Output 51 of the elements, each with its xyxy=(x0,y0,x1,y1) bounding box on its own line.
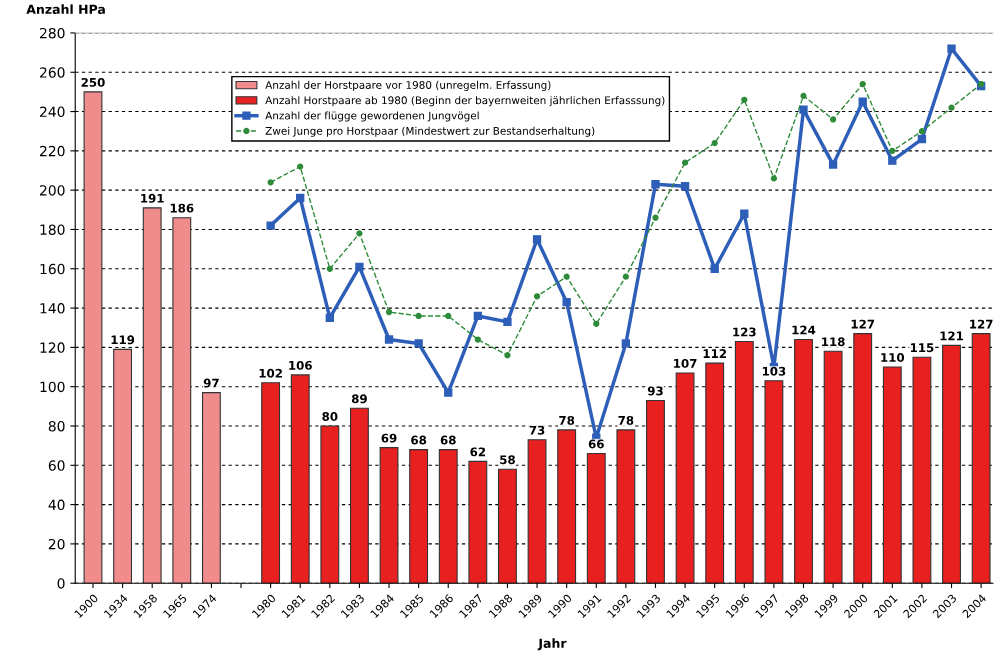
data-label: 66 xyxy=(588,439,604,449)
data-label: 103 xyxy=(762,366,786,376)
data-label: 107 xyxy=(674,358,697,368)
y-tick-label: 80 xyxy=(48,420,65,432)
data-label: 69 xyxy=(381,433,397,443)
legend-label: Anzahl Horstpaare ab 1980 (Beginn der bayernweiten jährlichen Erfasssung) xyxy=(265,96,665,107)
data-label: 102 xyxy=(259,368,282,378)
y-tick-label: 100 xyxy=(40,381,65,393)
y-tick-label: 180 xyxy=(40,224,65,235)
y-tick-label: 280 xyxy=(40,27,65,39)
y-tick-label: 220 xyxy=(40,145,65,157)
data-label: 127 xyxy=(851,319,875,329)
y-tick-label: 200 xyxy=(40,185,65,196)
y-axis-title: Anzahl HPa xyxy=(26,4,105,15)
y-tick-label: 260 xyxy=(40,67,65,78)
data-label: 191 xyxy=(141,193,164,203)
y-tick-label: 40 xyxy=(48,499,65,511)
data-label: 250 xyxy=(81,77,105,87)
y-tick-label: 20 xyxy=(48,538,65,550)
data-label: 118 xyxy=(822,337,845,347)
data-label: 97 xyxy=(203,378,219,388)
legend-label: Anzahl der Horstpaare vor 1980 (unregelm. Erfassung) xyxy=(265,80,551,91)
data-label: 93 xyxy=(647,386,663,396)
data-label: 121 xyxy=(940,331,964,341)
y-tick-label: 240 xyxy=(40,106,65,118)
data-label: 73 xyxy=(529,425,545,435)
legend-label: Anzahl der flügge gewordenen Jungvögel xyxy=(265,111,479,122)
data-label: 68 xyxy=(440,435,456,445)
data-label: 80 xyxy=(322,412,338,421)
data-label: 58 xyxy=(500,455,515,465)
data-label: 119 xyxy=(111,335,135,345)
data-label: 127 xyxy=(970,319,993,329)
y-tick-label: 120 xyxy=(40,342,65,353)
x-axis-title: Jahr xyxy=(537,638,567,651)
y-tick-label: 60 xyxy=(48,460,65,471)
y-tick-label: 0 xyxy=(57,578,65,589)
data-label: 106 xyxy=(289,360,312,370)
data-label: 115 xyxy=(910,343,934,353)
data-label: 68 xyxy=(411,435,427,445)
data-label: 186 xyxy=(170,203,194,213)
data-label: 89 xyxy=(351,394,367,404)
data-label: 78 xyxy=(559,415,575,425)
data-label: 123 xyxy=(733,327,756,337)
data-label: 78 xyxy=(618,415,634,425)
legend-label: Zwei Junge pro Horstpaar (Mindestwert zur Bestandserhaltung) xyxy=(265,126,595,137)
data-label: 62 xyxy=(470,447,486,457)
data-label: 110 xyxy=(881,353,905,362)
data-label: 124 xyxy=(792,325,816,335)
data-label: 112 xyxy=(703,349,726,358)
y-tick-label: 140 xyxy=(40,303,65,314)
y-tick-label: 160 xyxy=(40,263,65,275)
